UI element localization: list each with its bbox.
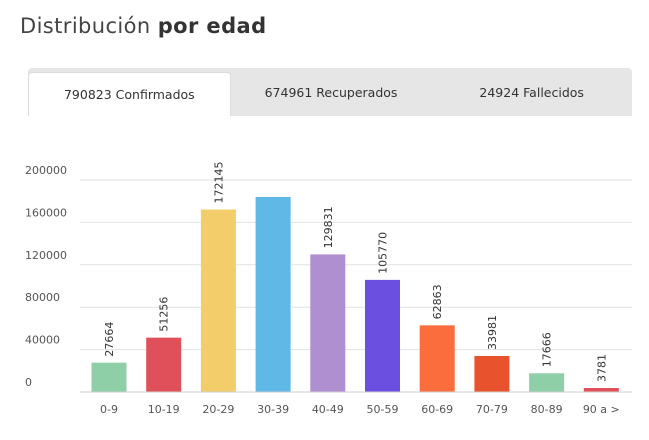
bar-value-label: 27664 xyxy=(103,322,116,357)
x-tick-label: 0-9 xyxy=(100,403,118,416)
bar-80-89 xyxy=(529,373,565,392)
y-tick-label: 0 xyxy=(25,376,32,389)
bar-value-label: 33981 xyxy=(486,315,499,350)
x-axis-ticks: 0-9 10-19 20-29 30-39 40-49 50-59 60-69 70-79 80… xyxy=(100,403,620,416)
x-tick-label: 80-89 xyxy=(531,403,563,416)
heading-bold: por edad xyxy=(157,14,267,38)
bar-30-39 xyxy=(255,196,291,392)
y-tick-label: 200000 xyxy=(25,164,67,177)
heading-regular: Distribución xyxy=(20,14,158,38)
bar-value-label: 129831 xyxy=(322,206,335,248)
bar-70-79 xyxy=(474,355,510,392)
y-tick-label: 120000 xyxy=(25,249,67,262)
tab-fallecidos[interactable]: 24924 Fallecidos xyxy=(479,84,584,100)
x-tick-label: 40-49 xyxy=(312,403,344,416)
value-labels: 27664 51256 172145 129831 105770 62863 33981 17… xyxy=(103,162,608,382)
x-tick-label: 10-19 xyxy=(148,403,180,416)
age-distribution-chart: 0 40000 80000 120000 160000 200000 27664 51256… xyxy=(25,162,632,416)
bar-value-label: 172145 xyxy=(212,162,225,204)
tab-recuperados[interactable]: 674961 Recuperados xyxy=(264,84,398,100)
bar-value-label: 105770 xyxy=(377,232,390,274)
y-tick-label: 160000 xyxy=(25,206,67,219)
chart-heading: Distribución por edad xyxy=(20,14,267,38)
y-tick-label: 80000 xyxy=(25,291,60,304)
bar-0-9 xyxy=(91,362,127,392)
bar-40-49 xyxy=(310,254,346,392)
x-tick-label: 70-79 xyxy=(476,403,508,416)
x-tick-label: 50-59 xyxy=(367,403,399,416)
bar-value-label: 3781 xyxy=(595,354,608,382)
bar-90-a- xyxy=(583,387,619,392)
bar-value-label: 51256 xyxy=(158,297,171,332)
gridlines xyxy=(80,179,632,351)
tab-bar: 790823 Confirmados 674961 Recuperados 24… xyxy=(28,68,632,116)
bar-10-19 xyxy=(146,337,182,392)
bar-50-59 xyxy=(365,279,400,392)
x-tick-label: 20-29 xyxy=(202,403,234,416)
bar-20-29 xyxy=(200,209,236,392)
tab-confirmados[interactable]: 790823 Confirmados xyxy=(28,72,231,116)
y-axis-ticks: 0 40000 80000 120000 160000 200000 xyxy=(25,164,67,389)
x-tick-label: 90 a > xyxy=(583,403,620,416)
x-tick-label: 30-39 xyxy=(257,403,289,416)
bar-value-label: 17666 xyxy=(541,332,554,367)
bar-value-label: 62863 xyxy=(431,284,444,319)
x-tick-label: 60-69 xyxy=(421,403,453,416)
y-tick-label: 40000 xyxy=(25,334,60,347)
bars xyxy=(91,196,619,392)
bar-60-69 xyxy=(419,325,455,392)
